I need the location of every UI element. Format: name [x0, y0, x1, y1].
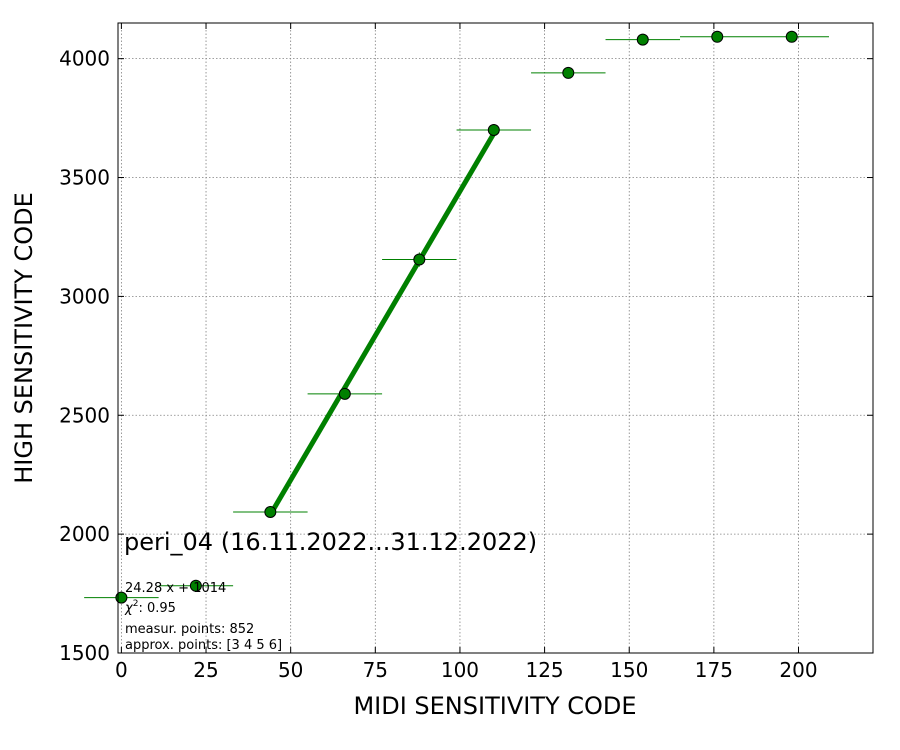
y-tick-label: 4000	[59, 47, 110, 71]
chi2-label: χ2: 0.95	[124, 599, 176, 616]
x-axis-label: MIDI SENSITIVITY CODE	[353, 692, 636, 720]
data-points-group	[84, 30, 829, 604]
data-point-group	[531, 66, 606, 79]
data-point-group	[307, 387, 383, 400]
fit-line-group	[268, 132, 496, 516]
data-point-marker	[264, 506, 277, 519]
plot-frame	[117, 22, 874, 654]
data-point-marker	[711, 30, 724, 43]
chi2-symbol: χ	[124, 601, 134, 616]
fit-equation: 24.28 x + 1014	[125, 581, 226, 596]
x-tick-label: 200	[779, 658, 817, 682]
grid-lines	[118, 23, 873, 654]
chart-title: peri_04 (16.11.2022...31.12.2022)	[124, 528, 537, 556]
data-point-group	[456, 123, 532, 136]
chi2-value: : 0.95	[138, 601, 175, 616]
x-tick-label: 100	[441, 658, 479, 682]
x-tick-label: 150	[610, 658, 648, 682]
data-point-group	[605, 33, 681, 46]
data-point-marker	[338, 387, 351, 400]
y-tick-label: 2500	[59, 403, 110, 427]
fit-line	[268, 132, 496, 516]
x-tick-label: 75	[363, 658, 388, 682]
x-tick-label: 175	[695, 658, 733, 682]
chi2-superscript: 2	[133, 599, 139, 609]
data-point-marker	[189, 579, 202, 592]
data-point-marker	[562, 66, 575, 79]
axis-ticks: 0 25 50 75 100 125 150 175 200 1500 2000 2500 3000 35…	[59, 23, 873, 682]
x-tick-label: 50	[278, 658, 303, 682]
y-tick-label: 3000	[59, 284, 110, 308]
data-point-marker	[413, 253, 426, 266]
y-tick-label: 3500	[59, 166, 110, 190]
data-point-group	[382, 252, 457, 267]
data-point-group	[754, 30, 829, 43]
data-point-group	[84, 591, 159, 604]
y-tick-label: 2000	[59, 522, 110, 546]
y-axis-label: HIGH SENSITIVITY CODE	[10, 192, 38, 484]
data-point-marker	[115, 591, 128, 604]
y-tick-label: 1500	[59, 641, 110, 665]
measur-points: measur. points: 852	[125, 622, 254, 637]
x-tick-label: 25	[193, 658, 218, 682]
x-tick-label: 0	[115, 658, 128, 682]
data-point-group	[680, 30, 755, 43]
data-point-group	[233, 506, 308, 519]
approx-points: approx. points: [3 4 5 6]	[125, 638, 282, 653]
data-point-marker	[636, 33, 649, 46]
data-point-group	[158, 579, 234, 592]
data-point-marker	[785, 30, 798, 43]
stats-annotation: 24.28 x + 1014 χ2: 0.95 measur. points: …	[124, 581, 282, 653]
x-tick-label: 125	[525, 658, 563, 682]
data-point-marker	[487, 123, 500, 136]
